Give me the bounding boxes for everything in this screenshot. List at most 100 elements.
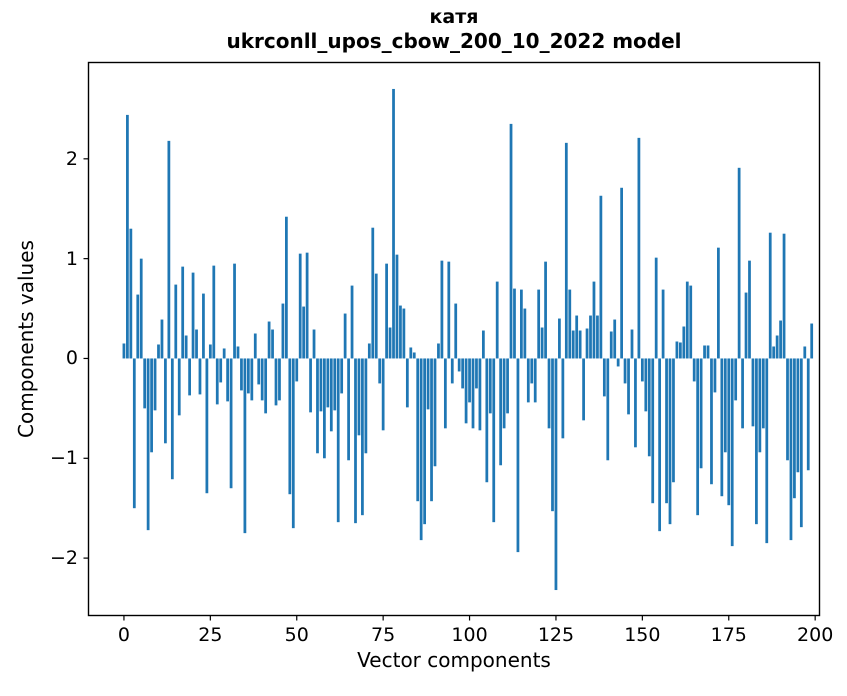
- bar: [568, 289, 572, 359]
- bar: [761, 358, 765, 429]
- bar: [202, 293, 205, 359]
- bar: [447, 261, 451, 359]
- bar: [336, 358, 340, 523]
- bar: [599, 195, 603, 359]
- bar: [450, 358, 454, 384]
- bar: [627, 358, 630, 415]
- bar: [146, 358, 150, 531]
- bar: [357, 358, 361, 436]
- bar: [271, 329, 274, 359]
- bar: [768, 232, 772, 359]
- bar: [640, 358, 644, 382]
- bar: [634, 358, 637, 448]
- bar: [682, 326, 686, 359]
- bar: [492, 358, 496, 523]
- bar: [516, 358, 520, 553]
- bar: [388, 327, 392, 359]
- bar: [741, 358, 744, 429]
- bar: [226, 358, 229, 402]
- bar: [502, 358, 506, 429]
- x-tick-label: 100: [451, 624, 488, 646]
- bar: [167, 140, 171, 359]
- bar: [170, 358, 174, 480]
- bar: [381, 358, 385, 431]
- bar: [136, 294, 140, 359]
- bar: [153, 358, 157, 411]
- bar: [803, 346, 807, 359]
- bar: [361, 358, 364, 516]
- bar: [253, 333, 257, 359]
- bar: [333, 358, 337, 411]
- bar: [806, 358, 810, 471]
- bars-canvas: [83, 61, 821, 621]
- bar: [412, 352, 416, 359]
- bar: [796, 358, 800, 473]
- bar: [672, 358, 675, 483]
- y-tick-label: −1: [49, 447, 78, 470]
- bar: [126, 114, 129, 359]
- plot-area: [83, 61, 821, 621]
- bar: [782, 233, 786, 359]
- bar: [478, 358, 482, 431]
- x-tick-label: 0: [117, 624, 130, 646]
- bar: [143, 358, 147, 409]
- y-tick-label: −2: [49, 547, 78, 570]
- bar: [174, 284, 178, 359]
- bar: [589, 315, 592, 359]
- bar: [274, 358, 278, 406]
- bar: [692, 358, 696, 382]
- bar: [793, 358, 796, 499]
- bar: [661, 289, 665, 359]
- bar: [354, 358, 357, 524]
- bar: [468, 358, 471, 403]
- bar: [198, 358, 202, 395]
- bar: [233, 263, 236, 359]
- bar: [703, 345, 706, 359]
- bar: [530, 358, 534, 384]
- bar: [564, 142, 568, 359]
- bar: [419, 358, 423, 541]
- bar: [630, 329, 634, 359]
- bar: [475, 358, 478, 389]
- bar: [734, 358, 738, 401]
- bar: [229, 358, 233, 489]
- bar: [409, 347, 413, 359]
- bar: [181, 266, 185, 359]
- bar: [786, 358, 789, 461]
- bar: [699, 358, 703, 469]
- x-tick-label: 200: [797, 624, 834, 646]
- bar: [637, 137, 641, 359]
- bar: [392, 88, 395, 359]
- bar: [755, 358, 758, 525]
- bar: [558, 318, 561, 359]
- bar: [616, 358, 620, 367]
- bar: [285, 216, 288, 359]
- bar: [540, 327, 544, 359]
- bar: [685, 281, 689, 359]
- bar: [575, 315, 579, 359]
- bar: [547, 358, 551, 429]
- bar: [779, 320, 782, 359]
- bar: [526, 358, 530, 403]
- bar: [461, 358, 465, 389]
- bar: [658, 358, 662, 532]
- bar: [423, 358, 426, 525]
- bar: [561, 358, 565, 439]
- bar: [399, 305, 402, 359]
- bar: [485, 358, 489, 483]
- bar: [696, 358, 700, 516]
- x-tick-label: 50: [284, 624, 309, 646]
- bar: [374, 273, 378, 359]
- bar: [613, 319, 617, 359]
- bar: [160, 319, 164, 359]
- bar: [343, 313, 347, 359]
- bar: [139, 258, 143, 359]
- bar: [606, 358, 610, 461]
- bar: [730, 358, 734, 547]
- bar: [402, 308, 406, 359]
- bar: [395, 254, 399, 359]
- bar: [454, 303, 458, 359]
- bar: [443, 358, 447, 429]
- bar: [281, 303, 285, 359]
- bar: [713, 358, 717, 393]
